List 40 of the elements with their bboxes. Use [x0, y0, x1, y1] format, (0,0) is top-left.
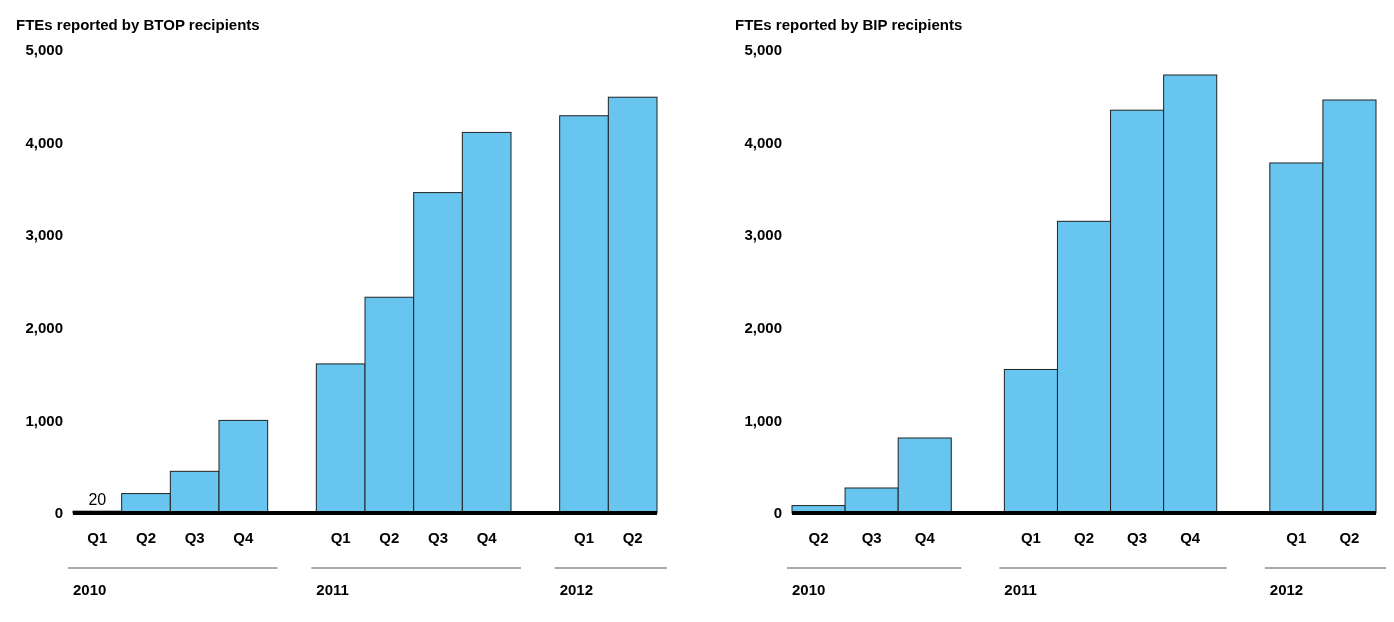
y-tick-label: 1,000: [25, 411, 63, 429]
data-label: 20: [88, 491, 107, 509]
x-tick-label: Q1: [87, 529, 108, 546]
x-tick-label: Q2: [808, 529, 829, 546]
x-tick-label: Q3: [427, 529, 449, 546]
text: 2010: [792, 581, 826, 598]
y-tick-label: 2,000: [25, 319, 63, 337]
y-tick-label: 0: [54, 504, 63, 522]
y-tick-label: 4,000: [744, 133, 782, 151]
x-tick-label: Q4: [914, 529, 936, 546]
x-tick-label: Q2: [622, 529, 643, 546]
text: 2012: [559, 581, 594, 598]
x-tick-label: Q2: [379, 529, 400, 546]
y-tick-label: 3,000: [744, 226, 782, 244]
text: 2012: [1269, 581, 1304, 598]
x-tick-label: Q1: [330, 529, 351, 546]
x-tick-label: Q4: [476, 529, 498, 546]
y-tick-label: 4,000: [25, 133, 63, 151]
x-tick-label: Q1: [1020, 529, 1041, 546]
x-tick-label: Q4: [233, 529, 254, 546]
y-tick-label: 3,000: [25, 226, 63, 244]
x-tick-label: Q3: [184, 529, 205, 546]
text: 2010: [73, 581, 107, 598]
x-tick-label: Q1: [1286, 529, 1307, 546]
y-tick-label: 1,000: [744, 411, 782, 429]
y-tick-label: 2,000: [744, 319, 782, 337]
x-tick-label: Q3: [861, 529, 882, 546]
text: 2011: [1004, 581, 1037, 598]
x-tick-label: Q2: [135, 529, 157, 546]
text: 2011: [316, 581, 349, 598]
y-tick-label: 0: [773, 504, 782, 522]
chart-title: FTEs reported by BTOP recipients: [16, 16, 260, 33]
y-tick-label: 5,000: [744, 41, 782, 59]
x-tick-label: Q4: [1180, 529, 1201, 546]
x-tick-label: Q3: [1127, 529, 1148, 546]
x-tick-label: Q2: [1073, 529, 1095, 546]
x-tick-label: Q1: [573, 529, 595, 546]
x-tick-label: Q2: [1339, 529, 1360, 546]
y-tick-label: 5,000: [25, 41, 63, 59]
chart-title: FTEs reported by BIP recipients: [735, 16, 963, 33]
